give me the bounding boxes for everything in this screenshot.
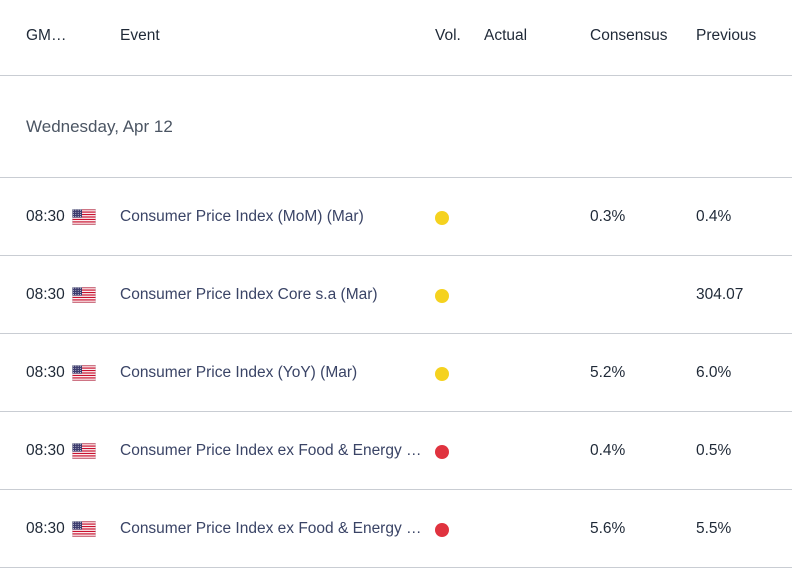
- table-row[interactable]: 08:30 Consumer Price Index ex Food & Ener…: [0, 490, 792, 568]
- us-flag-icon: [72, 521, 96, 537]
- consensus-value: 5.2%: [590, 364, 626, 381]
- event-name-link[interactable]: Consumer Price Index ex Food & Energy …: [120, 520, 422, 537]
- event-time: 08:30: [26, 520, 65, 537]
- previous-value: 304.07: [696, 286, 744, 303]
- table-row[interactable]: 08:30 Consumer Price Index (YoY) (Mar) 5.2…: [0, 334, 792, 412]
- header-volatility[interactable]: Vol.: [435, 27, 461, 44]
- consensus-value: 0.3%: [590, 208, 626, 225]
- table-header: GM… Event Vol. Actual Consensus Previous: [0, 0, 792, 76]
- volatility-indicator-icon: [435, 445, 449, 459]
- previous-value: 0.4%: [696, 208, 732, 225]
- header-event[interactable]: Event: [120, 27, 160, 44]
- volatility-indicator-icon: [435, 367, 449, 381]
- previous-value: 0.5%: [696, 442, 732, 459]
- consensus-value: 5.6%: [590, 520, 626, 537]
- table-row[interactable]: 08:30 Consumer Price Index ex Food & Ener…: [0, 412, 792, 490]
- date-group-header: Wednesday, Apr 12: [0, 76, 792, 178]
- volatility-indicator-icon: [435, 523, 449, 537]
- event-time: 08:30: [26, 208, 65, 225]
- event-name-link[interactable]: Consumer Price Index ex Food & Energy …: [120, 442, 422, 459]
- event-time: 08:30: [26, 364, 65, 381]
- previous-value: 5.5%: [696, 520, 732, 537]
- event-time: 08:30: [26, 442, 65, 459]
- header-consensus[interactable]: Consensus: [590, 27, 668, 44]
- us-flag-icon: [72, 365, 96, 381]
- event-time: 08:30: [26, 286, 65, 303]
- header-previous[interactable]: Previous: [696, 27, 757, 44]
- header-time[interactable]: GM…: [26, 27, 67, 44]
- event-name-link[interactable]: Consumer Price Index (YoY) (Mar): [120, 364, 358, 381]
- previous-value: 6.0%: [696, 364, 732, 381]
- us-flag-icon: [72, 287, 96, 303]
- event-name-link[interactable]: Consumer Price Index (MoM) (Mar): [120, 208, 364, 225]
- date-label: Wednesday, Apr 12: [26, 117, 173, 136]
- volatility-indicator-icon: [435, 289, 449, 303]
- table-row[interactable]: 08:30 Consumer Price Index (MoM) (Mar) 0.3…: [0, 178, 792, 256]
- us-flag-icon: [72, 209, 96, 225]
- header-actual[interactable]: Actual: [484, 27, 528, 44]
- table-row[interactable]: 08:30 Consumer Price Index Core s.a (Mar)…: [0, 256, 792, 334]
- consensus-value: 0.4%: [590, 442, 626, 459]
- volatility-indicator-icon: [435, 211, 449, 225]
- event-name-link[interactable]: Consumer Price Index Core s.a (Mar): [120, 286, 378, 303]
- us-flag-icon: [72, 443, 96, 459]
